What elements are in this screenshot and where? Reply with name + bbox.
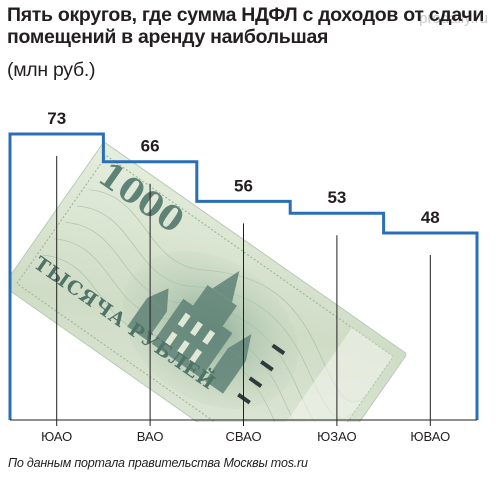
category-label-1: ЮАО [41,429,72,444]
category-label-2: ВАО [137,429,164,444]
series-step-line [8,132,479,420]
category-labels: ЮАО ВАО СВАО ЮЗАО ЮВАО [41,429,450,444]
category-label-3: СВАО [225,429,261,444]
value-label-2: 66 [141,137,160,156]
value-label-1: 73 [47,109,66,128]
chart-subtitle: (млн руб.) [7,59,96,81]
svg-text:1000: 1000 [234,417,317,480]
source-note: По данным портала правительства Москвы m… [8,456,308,470]
value-label-4: 53 [327,188,346,207]
category-ticks [56,156,431,426]
category-label-4: ЮЗАО [317,429,356,444]
chart-title: Пять округов, где сумма НДФЛ с доходов о… [7,4,485,48]
value-label-5: 48 [421,208,440,227]
value-labels: 73 66 56 53 48 [47,109,440,227]
value-label-3: 56 [234,176,253,195]
category-label-5: ЮВАО [410,429,450,444]
watermark: prodaily.ru [419,10,488,27]
